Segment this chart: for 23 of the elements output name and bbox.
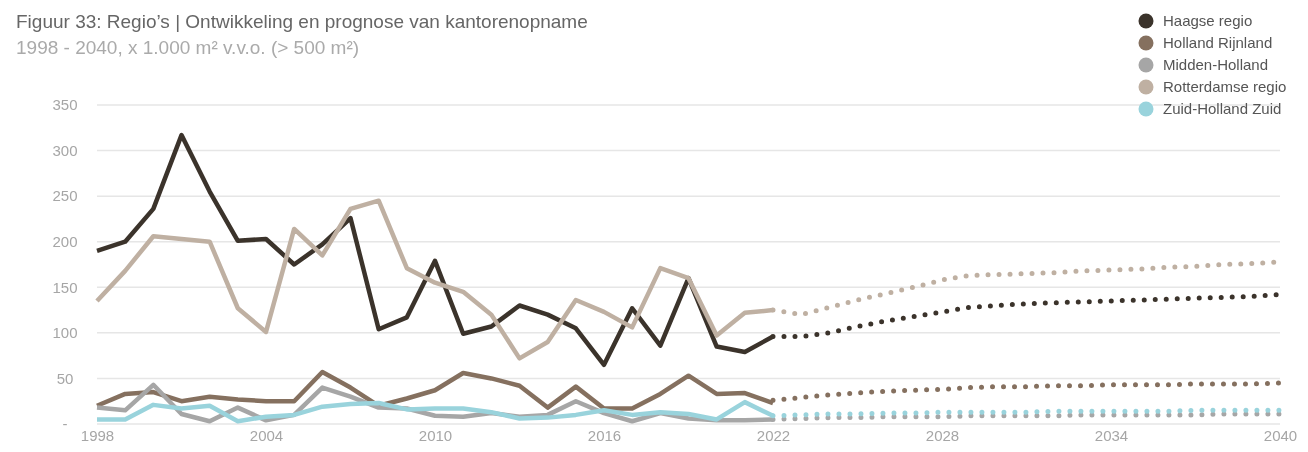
legend-label: Rotterdamse regio [1163,78,1287,95]
x-tick-label: 2022 [756,426,791,444]
y-tick-label: 300 [52,141,78,159]
y-tick-label: 100 [52,324,78,342]
x-tick-label: 2034 [1094,426,1129,444]
y-tick-label: 50 [56,369,74,387]
x-tick-label: 1998 [80,426,115,444]
chart-subtitle: 1998 - 2040, x 1.000 m² v.v.o. (> 500 m²) [16,37,360,58]
x-tick-label: 2016 [587,426,622,444]
y-tick-label: 200 [52,233,78,251]
x-tick-label: 2028 [925,426,960,444]
y-tick-label: 350 [52,96,78,114]
chart-title: Figuur 33: Regio’s | Ontwikkeling en prognose van kantorenopname [16,11,588,32]
y-tick-label: - [62,415,68,433]
legend-label: Zuid-Holland Zuid [1163,100,1282,117]
x-tick-label: 2010 [418,426,453,444]
y-tick-label: 150 [52,278,78,296]
legend-label: Haagse regio [1163,12,1253,29]
y-tick-label: 250 [52,187,78,205]
x-tick-label: 2040 [1263,426,1298,444]
x-tick-label: 2004 [249,426,284,444]
legend-label: Midden-Holland [1163,56,1269,73]
legend-label: Holland Rijnland [1163,34,1273,51]
